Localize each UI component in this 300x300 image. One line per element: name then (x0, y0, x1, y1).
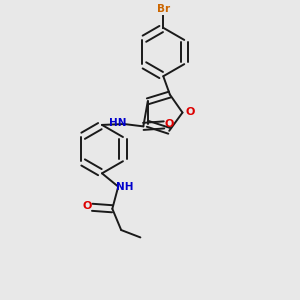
Text: NH: NH (116, 182, 134, 192)
Text: O: O (82, 201, 92, 212)
Text: O: O (165, 119, 174, 129)
Text: O: O (185, 107, 195, 117)
Text: HN: HN (109, 118, 126, 128)
Text: Br: Br (157, 4, 170, 14)
